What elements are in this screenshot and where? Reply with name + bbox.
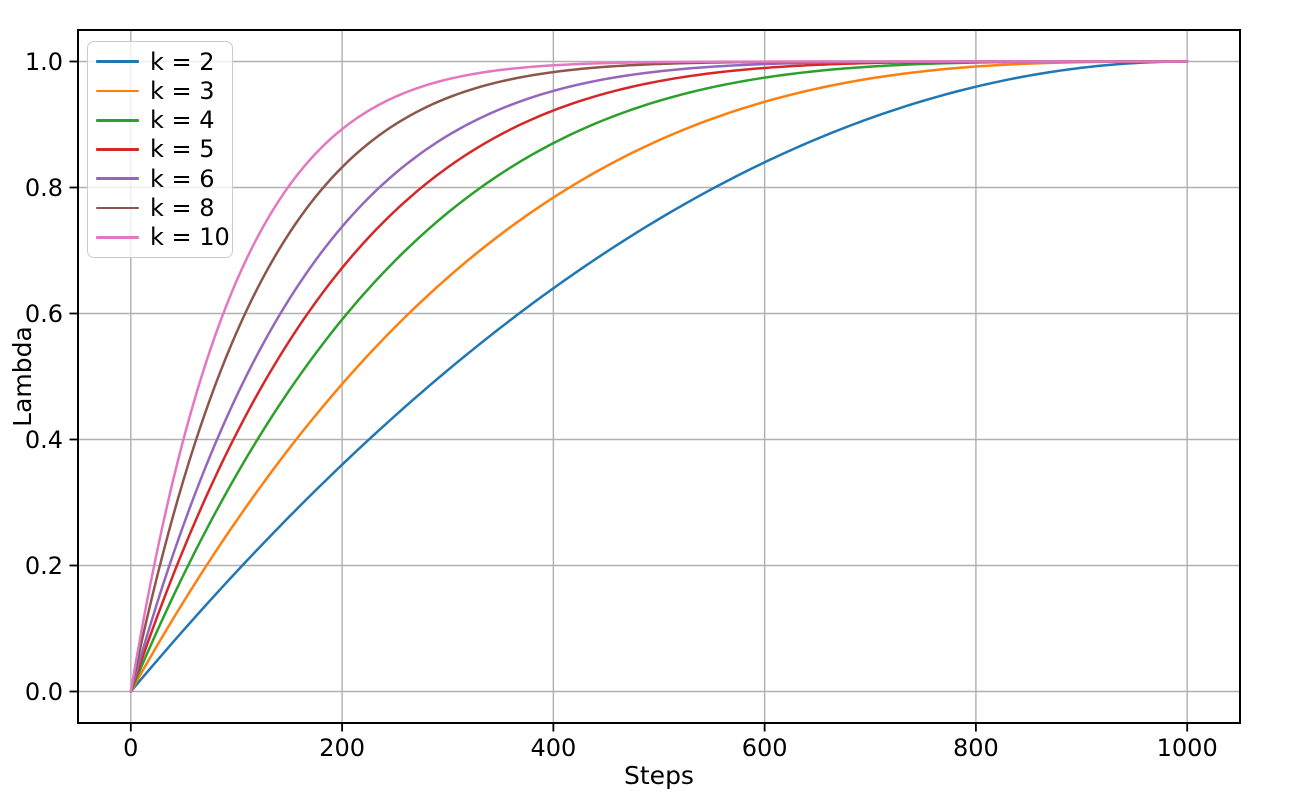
y-axis-label: Lambda	[8, 326, 37, 427]
legend-line-sample	[96, 89, 139, 93]
series-line-2	[129, 60, 1189, 693]
tick-layer: 0 200 400 600 800 1000 0.0 0.2 0.4 0.6 0.8 1.0	[25, 48, 1218, 762]
series-layer	[129, 60, 1189, 693]
legend-item: k = 2	[88, 48, 232, 76]
legend-label: k = 2	[150, 47, 215, 76]
x-tick-label: 200	[319, 734, 365, 762]
legend-item: k = 3	[88, 77, 232, 105]
legend-label: k = 8	[150, 194, 215, 223]
x-tick-label: 400	[530, 734, 576, 762]
legend-line-sample	[96, 236, 139, 239]
legend-label: k = 10	[150, 223, 230, 252]
x-tick-label: 0	[123, 734, 138, 762]
x-tick-label: 600	[742, 734, 788, 762]
legend-item: k = 8	[88, 194, 232, 222]
legend-line-sample	[96, 148, 139, 151]
axes-spines	[77, 29, 1241, 724]
series-line-6	[129, 60, 1189, 693]
series-line-4	[129, 60, 1189, 693]
legend-item: k = 6	[88, 165, 232, 193]
legend-label: k = 3	[150, 76, 215, 105]
y-tick-label: 1.0	[25, 48, 63, 76]
series-line-5	[129, 60, 1189, 693]
legend-label: k = 5	[150, 135, 215, 164]
legend-label: k = 6	[150, 164, 215, 193]
x-axis-label: Steps	[624, 761, 694, 790]
legend-line-sample	[96, 206, 139, 210]
legend-label: k = 4	[150, 106, 215, 135]
series-line-10	[129, 60, 1189, 693]
y-tick-label: 0.0	[25, 678, 63, 706]
plot-border	[77, 29, 1241, 724]
series-line-8	[129, 60, 1189, 693]
x-tick-label: 800	[953, 734, 999, 762]
x-tick-label: 1000	[1157, 734, 1218, 762]
legend-line-sample	[96, 60, 139, 63]
legend-line-sample	[96, 118, 139, 122]
grid-layer	[78, 30, 1240, 723]
y-tick-label: 0.4	[25, 426, 63, 454]
y-tick-label: 0.2	[25, 552, 63, 580]
series-line-3	[129, 60, 1189, 693]
legend-item: k = 5	[88, 135, 232, 163]
y-tick-label: 0.6	[25, 300, 63, 328]
legend-line-sample	[96, 177, 139, 181]
legend-item: k = 4	[88, 106, 232, 134]
y-tick-label: 0.8	[25, 174, 63, 202]
legend-item: k = 10	[88, 223, 232, 251]
